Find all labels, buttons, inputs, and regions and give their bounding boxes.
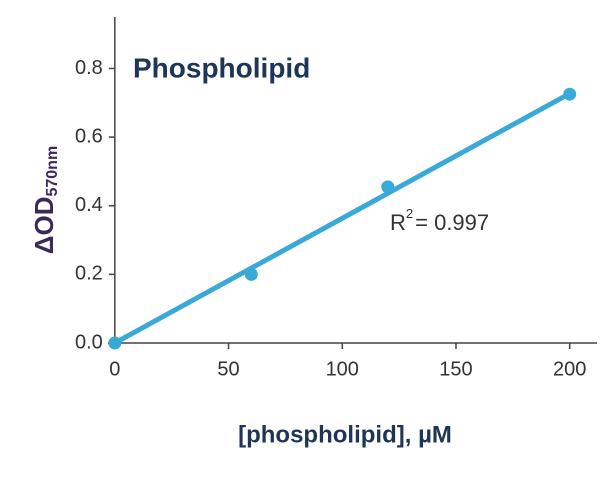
data-point (108, 336, 122, 350)
y-tick-label: 0.4 (75, 194, 103, 216)
annotation-superscript: 2 (406, 206, 413, 221)
data-point (563, 87, 577, 101)
data-point (381, 180, 395, 194)
fit-line (113, 91, 571, 346)
x-tick-label: 50 (217, 358, 239, 380)
chart-title: Phospholipid (133, 52, 310, 83)
y-tick-label: 0.8 (75, 57, 103, 79)
y-axis-label-subscript: 570nm (44, 146, 61, 197)
data-point (244, 267, 258, 281)
y-tick-label: 0.6 (75, 125, 103, 147)
y-tick-label: 0.2 (75, 263, 103, 285)
y-axis-label: ΔOD570nm (29, 146, 61, 254)
x-tick-label: 100 (326, 358, 359, 380)
y-axis-label-main: ΔOD (29, 197, 59, 255)
x-tick-label: 150 (439, 358, 472, 380)
y-tick-label: 0.0 (75, 331, 103, 353)
annotation: R2= 0.997 (390, 206, 489, 234)
annotation-rest: = 0.997 (415, 210, 489, 235)
annotation-main: R (390, 210, 406, 235)
x-axis-label: [phospholipid], µM (238, 421, 452, 448)
x-tick-label: 200 (553, 358, 586, 380)
x-tick-label: 0 (109, 358, 120, 380)
